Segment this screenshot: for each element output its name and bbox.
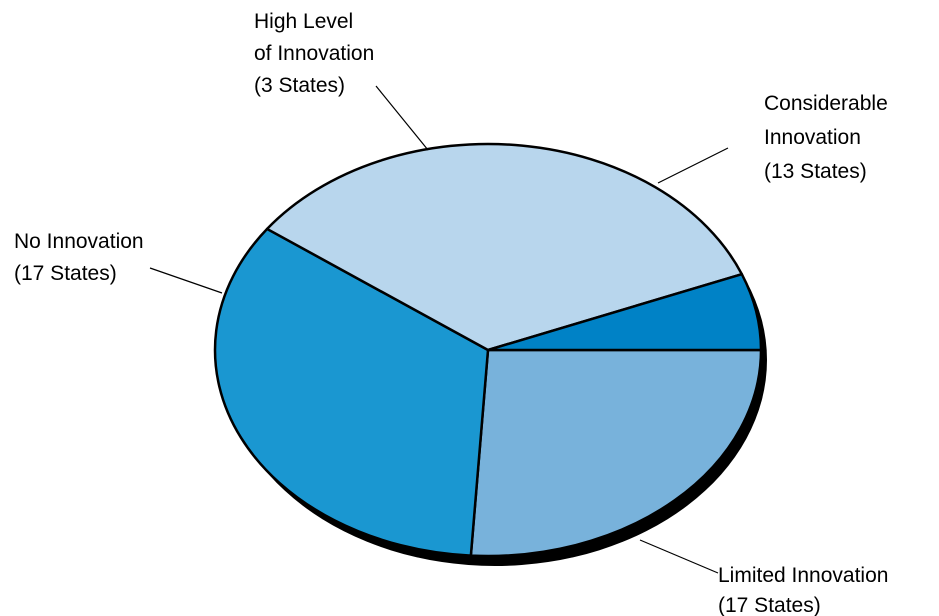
leader-line-considerable-innovation — [657, 147, 729, 184]
pie-slice-considerable-innovation — [469, 348, 763, 558]
pie-slice-no-innovation — [265, 142, 744, 352]
leader-lines — [149, 85, 729, 574]
label-high-level-of-innovation: High Level of Innovation (3 States) — [254, 10, 380, 97]
leader-line-limited-innovation — [639, 539, 719, 574]
leader-line-high-level-of-innovation — [375, 85, 429, 151]
pie-slice-limited-innovation — [213, 227, 490, 557]
label-limited-innovation: Limited Innovation (17 States) — [718, 564, 894, 616]
pie-slices — [213, 142, 763, 558]
label-no-innovation: No Innovation (17 States) — [14, 230, 149, 285]
leader-line-no-innovation — [149, 267, 223, 294]
label-considerable-innovation: Considerable Innovation (13 States) — [764, 92, 894, 183]
pie-slice-high-level-of-innovation — [486, 272, 763, 352]
